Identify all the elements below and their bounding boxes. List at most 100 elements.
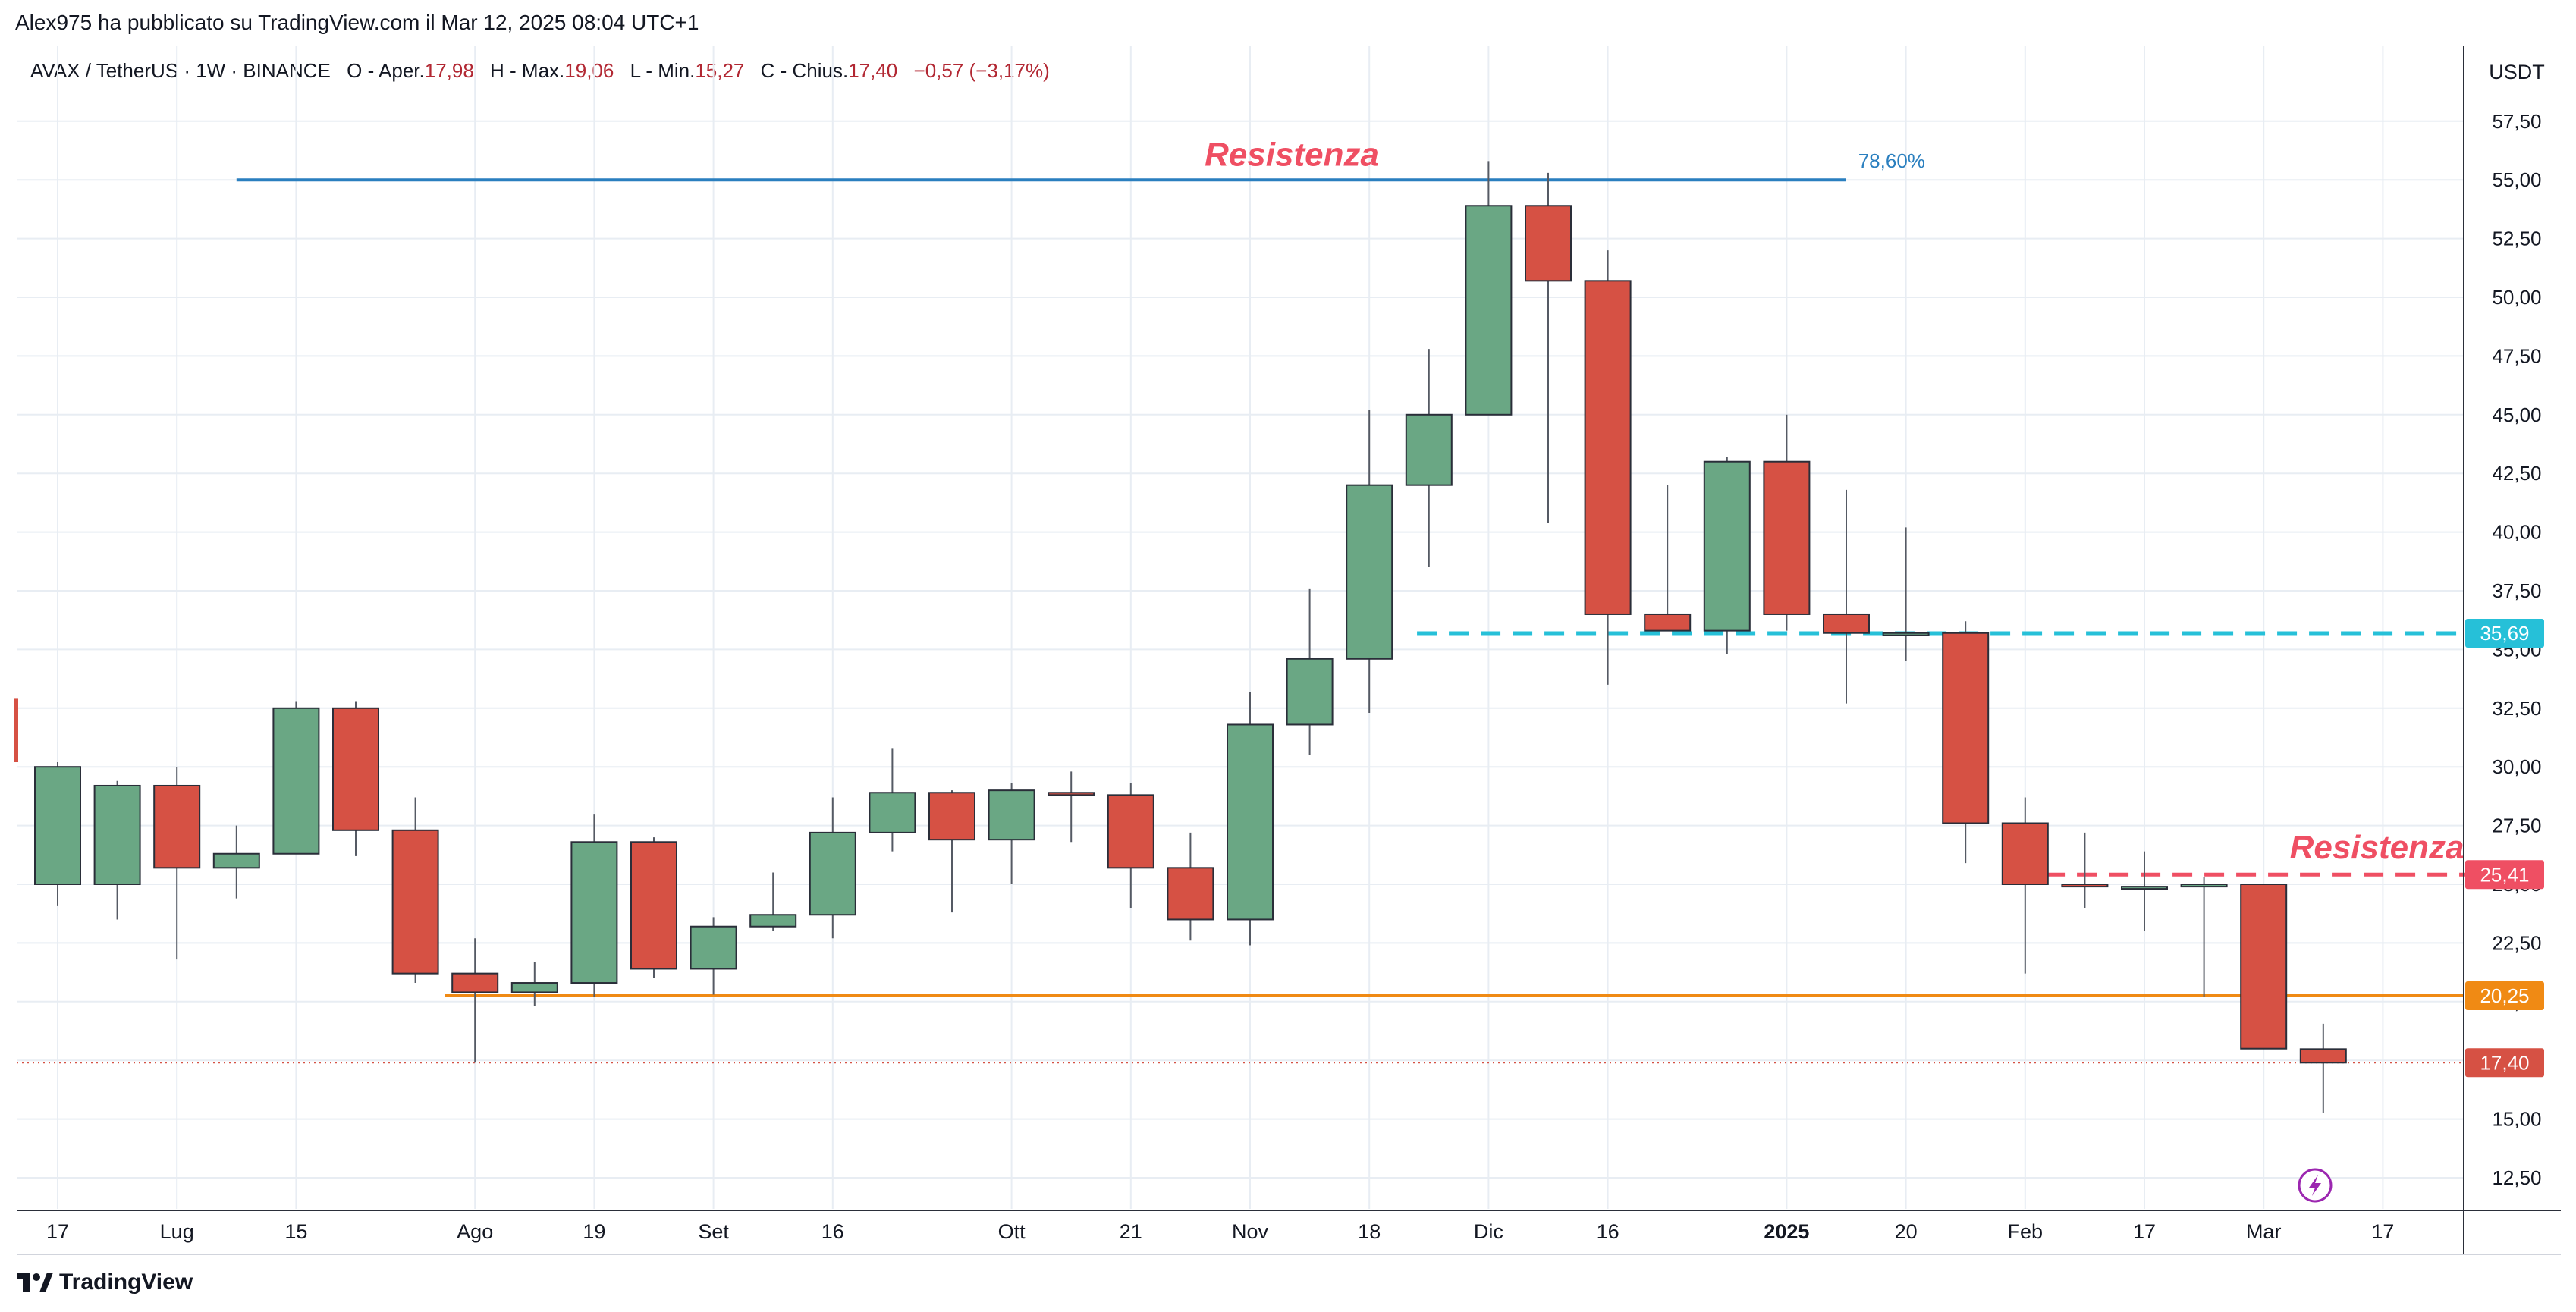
x-tick-label: 16 [821, 1220, 844, 1243]
x-tick-label: Mar [2246, 1220, 2282, 1243]
candle [2001, 797, 2049, 974]
candles[interactable] [14, 161, 2347, 1113]
high-label: H - Max. [490, 59, 565, 82]
change-value: −0,57 (−3,17%) [913, 59, 1050, 82]
cyan-support-line-price-tag: 35,69 [2465, 619, 2544, 648]
candle-body-up [2121, 886, 2168, 890]
candle [1346, 410, 1393, 713]
chart-legend: AVAX / TetherUS · 1W · BINANCE O - Aper.… [30, 59, 1050, 83]
candle [1703, 457, 1751, 654]
x-tick-label: 16 [1597, 1220, 1619, 1243]
candle [451, 938, 499, 1063]
candle [2121, 851, 2168, 931]
x-tick-label: 17 [2371, 1220, 2394, 1243]
candle-body-down [928, 792, 975, 841]
tradingview-brand: TradingView [59, 1270, 193, 1295]
candle [2240, 884, 2288, 1050]
candle [391, 797, 439, 984]
x-tick-label: 18 [1358, 1220, 1381, 1243]
candle-body-down [630, 841, 677, 970]
x-tick-label: Nov [1232, 1220, 1269, 1243]
candle-body-down [2061, 884, 2109, 888]
candle-body-up [1882, 632, 1930, 636]
candle [570, 814, 618, 997]
annotation-lines[interactable] [17, 178, 2508, 1064]
candle [1644, 485, 1692, 632]
candle-body-up [93, 784, 141, 886]
y-tick-label: 52,50 [2492, 228, 2541, 250]
x-tick-label: Feb [2008, 1220, 2044, 1243]
candle [1763, 414, 1811, 631]
candle [928, 790, 975, 913]
price-tags: 35,69 25,41 20,25 17,40 [2465, 619, 2544, 1078]
candle [1286, 588, 1334, 755]
candle-body-down [332, 707, 379, 831]
candle-body-up [1346, 484, 1393, 660]
candle-body-down [153, 784, 201, 869]
y-tick-label: 40,00 [2492, 521, 2541, 544]
candle-body-up [570, 841, 618, 984]
candle [510, 962, 558, 1006]
x-tick-label: 20 [1895, 1220, 1918, 1243]
y-tick-label: 42,50 [2492, 462, 2541, 485]
x-tick-label: Dic [1474, 1220, 1503, 1243]
y-tick-label: 45,00 [2492, 403, 2541, 426]
tradingview-logo[interactable]: TradingView [17, 1270, 193, 1295]
close-value: 17,40 [848, 59, 898, 82]
candle-body-up [272, 707, 320, 855]
candle-body-down [1644, 613, 1692, 632]
annotation-text[interactable]: 78,60% Resistenza Resistenza [1205, 137, 2464, 1203]
candle [809, 797, 856, 939]
x-tick-label: 19 [583, 1220, 605, 1243]
resistance-top-text: Resistenza [1205, 137, 1379, 174]
candle [988, 783, 1035, 884]
candle-body-down [2240, 884, 2288, 1050]
candle [1584, 250, 1632, 685]
published-info: Alex975 ha pubblicato su TradingView.com… [15, 11, 699, 34]
x-tick-label: Set [698, 1220, 729, 1243]
x-tick-label: Ago [457, 1220, 493, 1243]
candle [1465, 161, 1513, 416]
low-label: L - Min. [630, 59, 696, 82]
candle-body-up [1465, 205, 1513, 416]
y-tick-label: 27,50 [2492, 815, 2541, 837]
candle-body-down [1525, 205, 1572, 282]
symbol-label[interactable]: AVAX / TetherUS · 1W · BINANCE [30, 59, 331, 82]
candle-body-up [212, 852, 260, 869]
x-tick-label: 17 [2133, 1220, 2156, 1243]
candle [1167, 832, 1214, 941]
candle-body-up [1286, 658, 1334, 726]
candle-body-up [510, 982, 558, 993]
y-tick-label: 22,50 [2492, 931, 2541, 954]
candle [690, 917, 737, 995]
candle-body-up [1405, 413, 1453, 486]
y-tick-label: 47,50 [2492, 344, 2541, 367]
candle-body-up [1227, 723, 1274, 921]
x-tick-label: Lug [160, 1220, 194, 1243]
price-tag-bg [2465, 619, 2544, 648]
price-tag-label: 35,69 [2480, 622, 2529, 645]
price-tag-bg [2465, 1048, 2544, 1078]
candle [332, 701, 379, 856]
partial-candle [14, 698, 18, 763]
orange-support-line-price-tag: 20,25 [2465, 981, 2544, 1011]
candle [212, 825, 260, 899]
close-label: C - Chius. [760, 59, 849, 82]
candle-body-up [34, 766, 81, 886]
y-tick-label: 57,50 [2492, 110, 2541, 133]
candle [1227, 692, 1274, 946]
candle [2061, 832, 2109, 908]
candle-body-up [2180, 884, 2228, 888]
x-tick-label: 2025 [1764, 1220, 1809, 1243]
candle [1882, 527, 1930, 661]
high-value: 19,06 [564, 59, 614, 82]
y-tick-label: 55,00 [2492, 168, 2541, 191]
candle [2299, 1023, 2347, 1113]
price-tag-bg [2465, 981, 2544, 1011]
y-tick-label: 12,50 [2492, 1166, 2541, 1189]
price-tag-bg [2465, 860, 2544, 890]
candle [93, 780, 141, 920]
price-tag-label: 20,25 [2480, 984, 2529, 1007]
candle-body-up [809, 831, 856, 916]
